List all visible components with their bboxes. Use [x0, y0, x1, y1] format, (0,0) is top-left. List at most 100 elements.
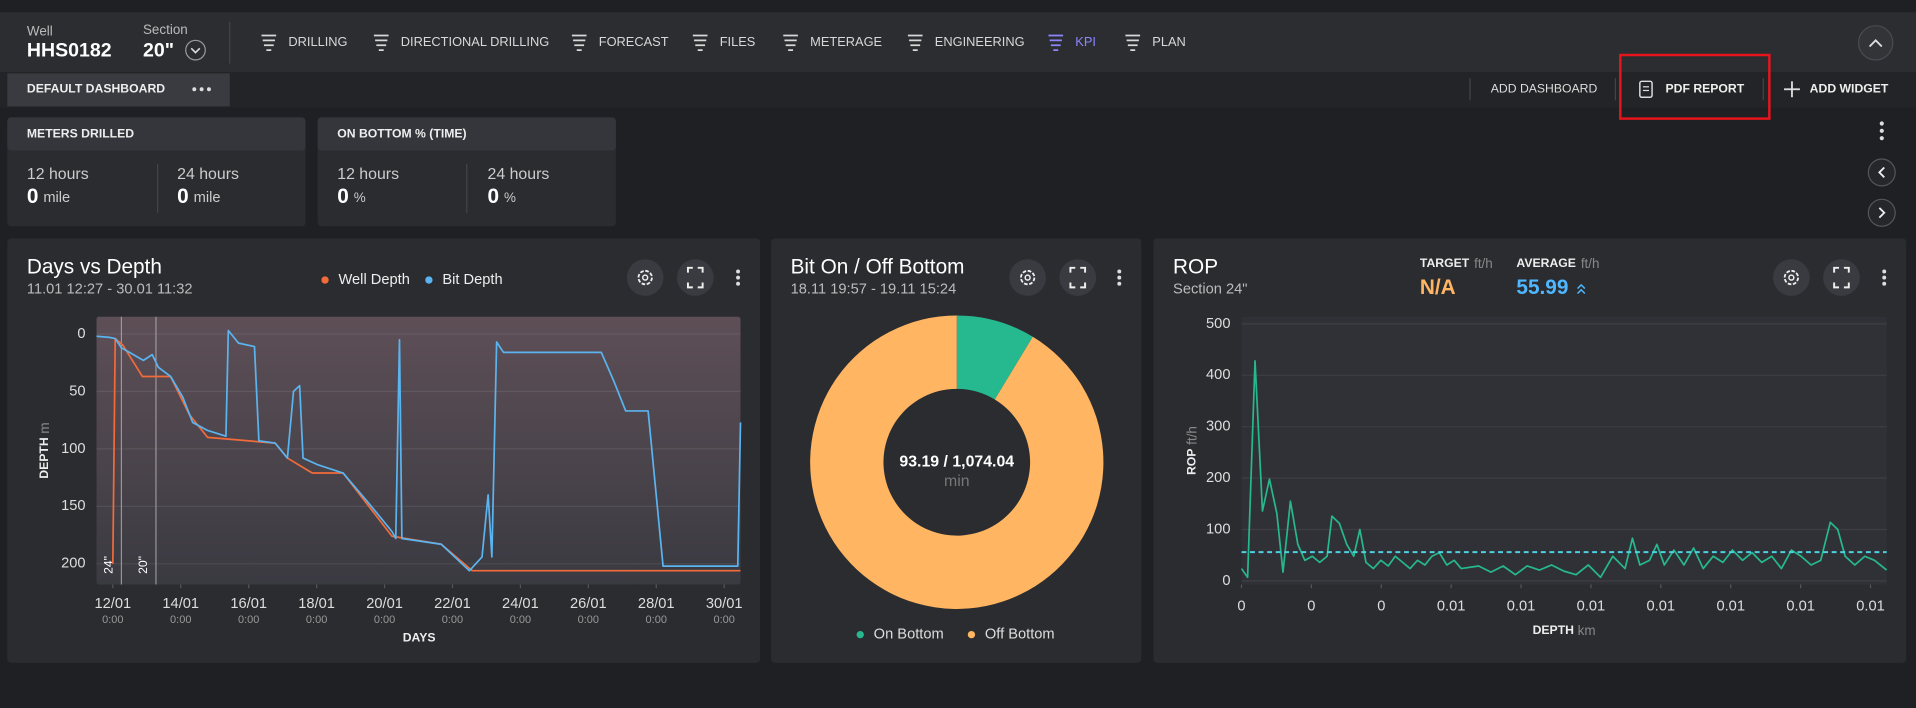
- fullscreen-icon: [1069, 266, 1087, 289]
- legend-label: Off Bottom: [985, 627, 1055, 643]
- tab-menu[interactable]: [192, 87, 211, 92]
- y-tick-label: 0: [1222, 573, 1230, 589]
- nav-label[interactable]: FILES: [720, 34, 756, 49]
- nav-item[interactable]: KPI: [1048, 34, 1096, 51]
- series-line: [1240, 360, 1888, 579]
- legend-swatch: [321, 276, 329, 284]
- label: DEPTH: [37, 437, 51, 478]
- y-tick-label: 0: [77, 326, 85, 342]
- x-tick-label: 0: [1377, 598, 1385, 614]
- settings-button[interactable]: [1009, 259, 1046, 296]
- widget-title: Bit On / Off Bottom: [791, 255, 965, 278]
- fullscreen-icon: [686, 266, 704, 289]
- button-bg: [1059, 259, 1097, 296]
- nav-item[interactable]: METERAGE: [783, 34, 882, 51]
- nav-item[interactable]: DRILLING: [261, 34, 348, 51]
- tab-label[interactable]: DEFAULT DASHBOARD: [27, 81, 165, 95]
- pie-slice[interactable]: [810, 315, 1104, 609]
- label: DAYS: [403, 631, 436, 645]
- x-tick-label: 0.01: [1786, 598, 1815, 614]
- nav-item[interactable]: ENGINEERING: [907, 34, 1025, 51]
- y-axis-label: DEPTH m: [37, 422, 52, 478]
- nav-label[interactable]: FORECAST: [599, 34, 669, 49]
- toolbar: [0, 72, 1916, 108]
- nav-item[interactable]: DIRECTIONAL DRILLING: [373, 34, 549, 51]
- nav-label[interactable]: ENGINEERING: [935, 34, 1025, 49]
- y-tick-label: 100: [61, 441, 85, 457]
- settings-button[interactable]: [1773, 259, 1810, 296]
- y-tick-label: 100: [1206, 521, 1230, 537]
- pdf-report[interactable]: PDF REPORT: [1666, 81, 1745, 95]
- y-tick-label: 500: [1206, 316, 1230, 332]
- nav-label[interactable]: DRILLING: [288, 34, 347, 49]
- x-tick-label: 24/01: [502, 596, 539, 612]
- legend-item[interactable]: On Bottom: [856, 627, 944, 643]
- label: TARGET: [1420, 256, 1470, 270]
- label: ROP: [1185, 449, 1199, 475]
- nav-icon: [1048, 34, 1064, 51]
- widget-menu[interactable]: [736, 269, 741, 286]
- legend-item[interactable]: Well Depth: [321, 272, 410, 288]
- add-widget[interactable]: ADD WIDGET: [1810, 81, 1889, 95]
- nav-label[interactable]: KPI: [1075, 34, 1096, 49]
- widget-subtitle: 11.01 12:27 - 30.01 11:32: [27, 282, 193, 298]
- nav-item[interactable]: FILES: [692, 34, 756, 51]
- button-bg: [676, 259, 714, 296]
- section-dropdown[interactable]: [185, 39, 206, 61]
- next-button[interactable]: [1867, 198, 1896, 227]
- more-menu[interactable]: [1879, 121, 1884, 141]
- widget-subtitle: 18.11 19:57 - 19.11 15:24: [791, 282, 957, 298]
- nav-icon: [571, 34, 587, 51]
- button-bg: [1009, 259, 1046, 296]
- well-label: Well: [27, 23, 53, 38]
- kpi-title: ON BOTTOM % (TIME): [337, 127, 466, 141]
- well-name[interactable]: HHS0182: [27, 40, 112, 62]
- button-bg: [1823, 259, 1860, 296]
- x-tick-label: 0.01: [1716, 598, 1745, 614]
- label: AVERAGE: [1516, 256, 1576, 270]
- widget-menu[interactable]: [1882, 269, 1887, 286]
- label: DEPTH: [1533, 623, 1574, 637]
- legend-label: Well Depth: [338, 272, 409, 288]
- pie-slice[interactable]: [956, 315, 1033, 400]
- x-tick-time: 0:00: [578, 614, 599, 626]
- add-dashboard[interactable]: ADD DASHBOARD: [1491, 81, 1598, 95]
- legend-item[interactable]: Bit Depth: [425, 272, 503, 288]
- widget-title: ROP: [1173, 255, 1218, 278]
- collapse-button[interactable]: [1857, 25, 1894, 61]
- y-tick-label: 150: [61, 498, 85, 514]
- unit: %: [354, 190, 366, 205]
- unit: mile: [43, 190, 70, 206]
- section-label: Section: [143, 22, 188, 37]
- nav-label[interactable]: DIRECTIONAL DRILLING: [401, 34, 549, 49]
- prev-button[interactable]: [1867, 158, 1896, 187]
- gear-hub: [1024, 274, 1031, 281]
- x-tick-label: 0.01: [1437, 598, 1466, 614]
- fullscreen-button[interactable]: [676, 259, 714, 296]
- legend-label: On Bottom: [874, 627, 944, 643]
- nav-item[interactable]: PLAN: [1125, 34, 1186, 51]
- nav-icon: [692, 34, 708, 51]
- x-tick-time: 0:00: [646, 614, 667, 626]
- x-tick-time: 0:00: [238, 614, 259, 626]
- legend-item[interactable]: Off Bottom: [967, 627, 1055, 643]
- fullscreen-button[interactable]: [1059, 259, 1097, 296]
- plus-icon: [1784, 81, 1800, 98]
- settings-button[interactable]: [626, 259, 664, 296]
- nav-item[interactable]: FORECAST: [571, 34, 669, 51]
- nav-icon: [261, 34, 277, 51]
- section-marker-label: 20": [136, 556, 150, 574]
- kpi-card: METERS DRILLED 12 hours 0 mile 24 hours 0…: [7, 117, 306, 227]
- widget-menu[interactable]: [1117, 269, 1122, 286]
- series-line: [96, 329, 742, 572]
- trend-icon: [1577, 283, 1586, 294]
- fullscreen-button[interactable]: [1823, 259, 1860, 296]
- dot: [736, 281, 741, 286]
- nav-label[interactable]: PLAN: [1152, 34, 1186, 49]
- x-tick-label: 12/01: [94, 596, 131, 612]
- y-tick-label: 200: [61, 556, 85, 572]
- value: 0: [337, 186, 349, 209]
- nav-label[interactable]: METERAGE: [810, 34, 882, 49]
- x-tick-time: 0:00: [374, 614, 395, 626]
- kpi-value: 0 mile: [177, 186, 220, 209]
